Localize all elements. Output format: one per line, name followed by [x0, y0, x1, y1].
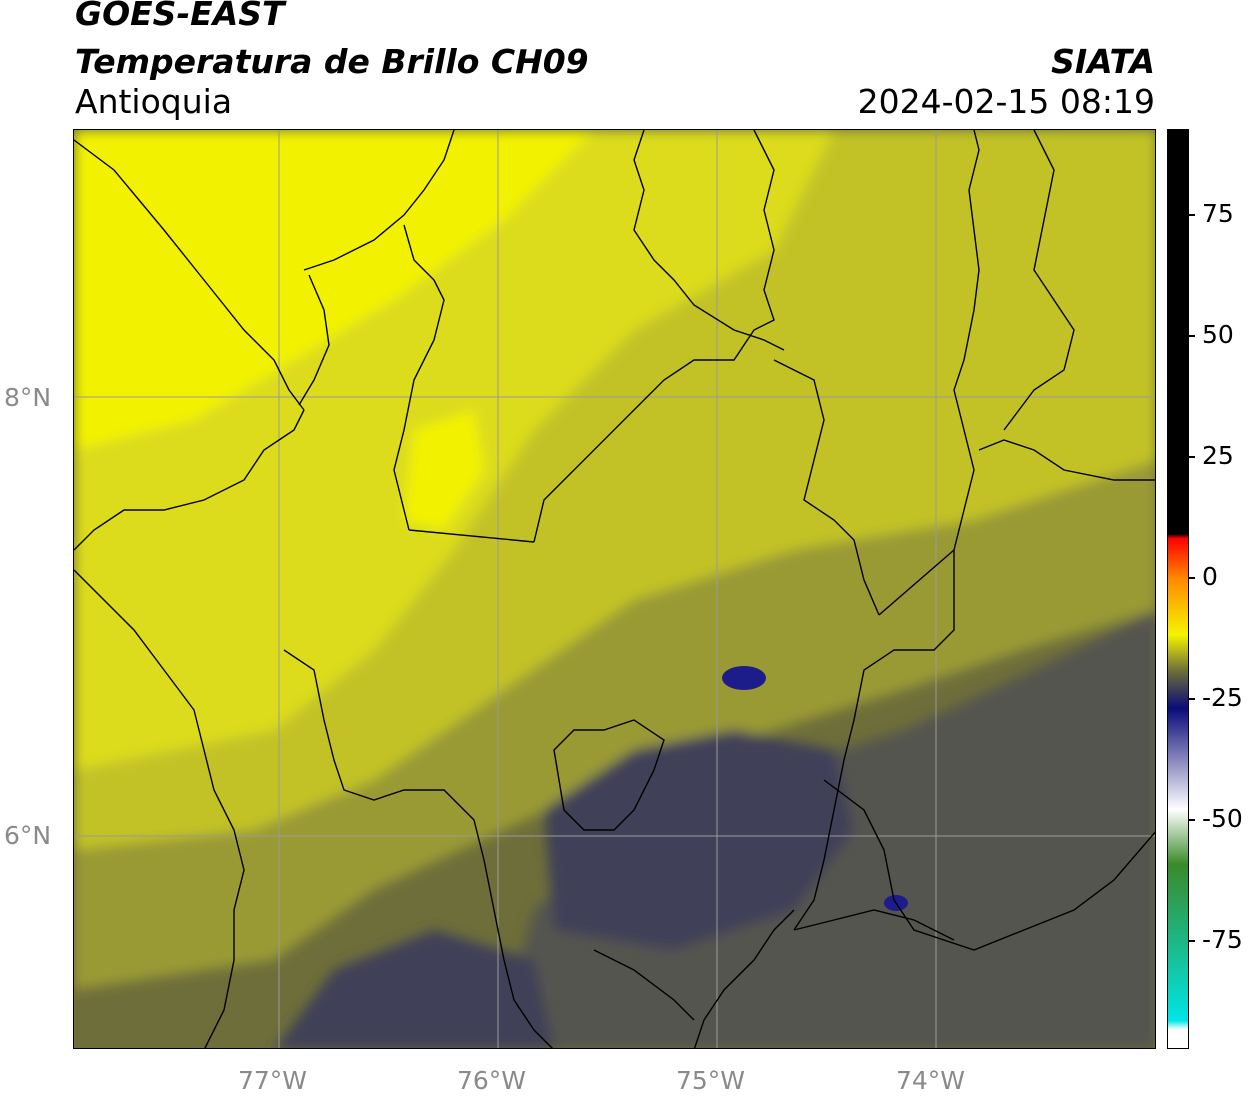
- lat-label-8n: 8°N: [4, 383, 52, 412]
- field-bright-yellow-zone: [74, 130, 594, 450]
- lon-label-75w: 75°W: [676, 1066, 746, 1095]
- field-olive-zone: [74, 460, 1155, 990]
- colorbar-label-minus75: -75: [1202, 925, 1243, 954]
- colorbar-label-minus25: -25: [1202, 683, 1243, 712]
- lon-label-76w: 76°W: [457, 1066, 527, 1095]
- colorbar-tick: [1189, 214, 1195, 216]
- colorbar-tick: [1189, 940, 1195, 942]
- colorbar-label-75: 75: [1202, 199, 1234, 228]
- brightness-temperature-map: [74, 130, 1155, 1048]
- colorbar-label-25: 25: [1202, 441, 1234, 470]
- field-slate-zone-south: [275, 930, 554, 1048]
- lon-label-77w: 77°W: [238, 1066, 308, 1095]
- temperature-colorbar: [1167, 129, 1189, 1049]
- map-panel[interactable]: [73, 129, 1156, 1049]
- colorbar-tick: [1189, 819, 1195, 821]
- region-label: Antioquia: [75, 82, 233, 121]
- lon-label-74w: 74°W: [896, 1066, 966, 1095]
- satellite-title: GOES-EAST: [75, 0, 285, 33]
- colorbar-label-0: 0: [1202, 562, 1218, 591]
- lat-label-6n: 6°N: [4, 821, 52, 850]
- timestamp: 2024-02-15 08:19: [857, 82, 1155, 121]
- colorbar-label-minus50: -50: [1202, 804, 1243, 833]
- colorbar-tick: [1189, 698, 1195, 700]
- colorbar-tick: [1189, 577, 1195, 579]
- colorbar-tick: [1189, 335, 1195, 337]
- colorbar-label-50: 50: [1202, 320, 1234, 349]
- cold-cloud-patch-1: [722, 666, 766, 690]
- agency-label: SIATA: [1051, 42, 1155, 81]
- field-slate-zone: [544, 730, 854, 950]
- colorbar-tick: [1189, 456, 1195, 458]
- administrative-borders: [74, 130, 1155, 1048]
- graticule: [74, 130, 1155, 1048]
- field-bright-yellow-spot: [404, 410, 484, 530]
- product-title: Temperatura de Brillo CH09: [75, 42, 589, 81]
